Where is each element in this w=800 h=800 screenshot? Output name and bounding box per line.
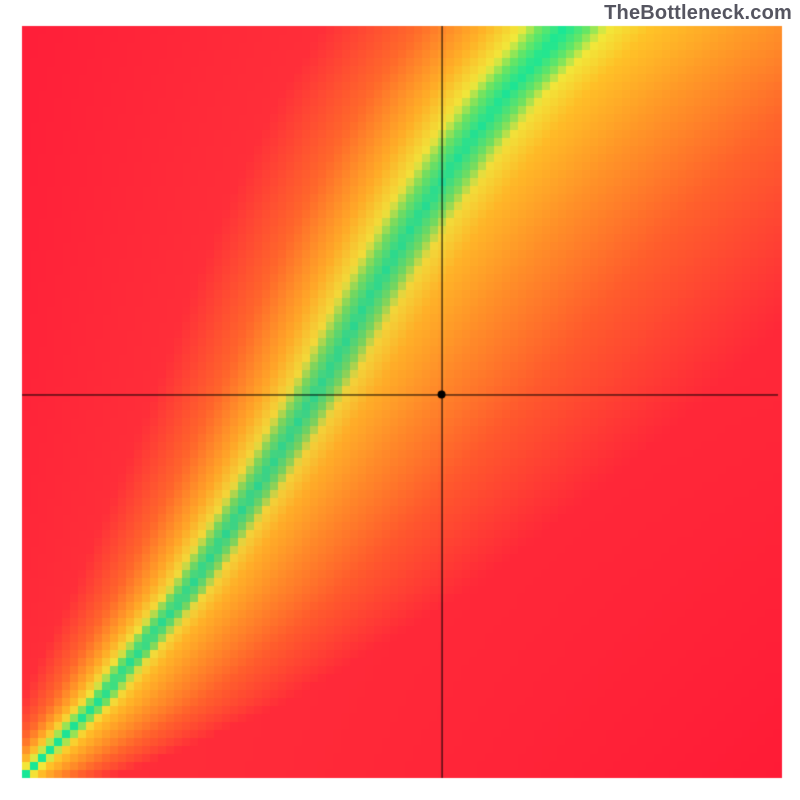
chart-container: TheBottleneck.com	[0, 0, 800, 800]
watermark-text: TheBottleneck.com	[604, 2, 792, 25]
bottleneck-heatmap	[0, 0, 800, 800]
